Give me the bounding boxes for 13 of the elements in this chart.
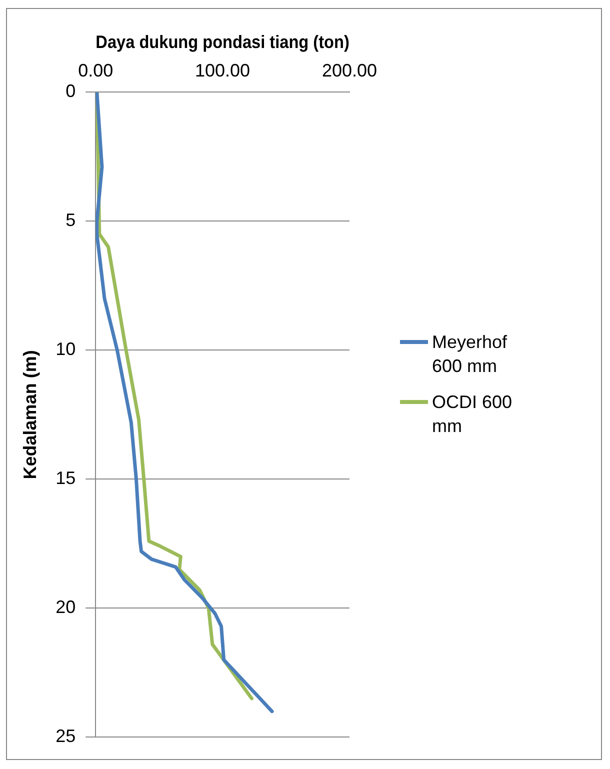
x-tick-label: 200.00 (322, 60, 378, 80)
y-tick-label: 15 (56, 468, 76, 488)
y-axis-title: Kedalaman (m) (20, 350, 40, 480)
y-tick-label: 10 (56, 339, 76, 360)
y-tick-label: 5 (66, 210, 76, 230)
y-tick-label: 0 (66, 81, 76, 102)
x-axis-title: Daya dukung pondasi tiang (ton) (96, 31, 350, 52)
x-tick-label: 0.00 (78, 60, 114, 80)
x-tick-label: 100.00 (195, 60, 250, 80)
y-tick-label: 20 (56, 597, 76, 618)
legend-label: Meyerhof 600 mm (432, 331, 508, 378)
legend-label: OCDI 600 mm (432, 391, 514, 438)
y-tick-label: 25 (56, 726, 76, 746)
